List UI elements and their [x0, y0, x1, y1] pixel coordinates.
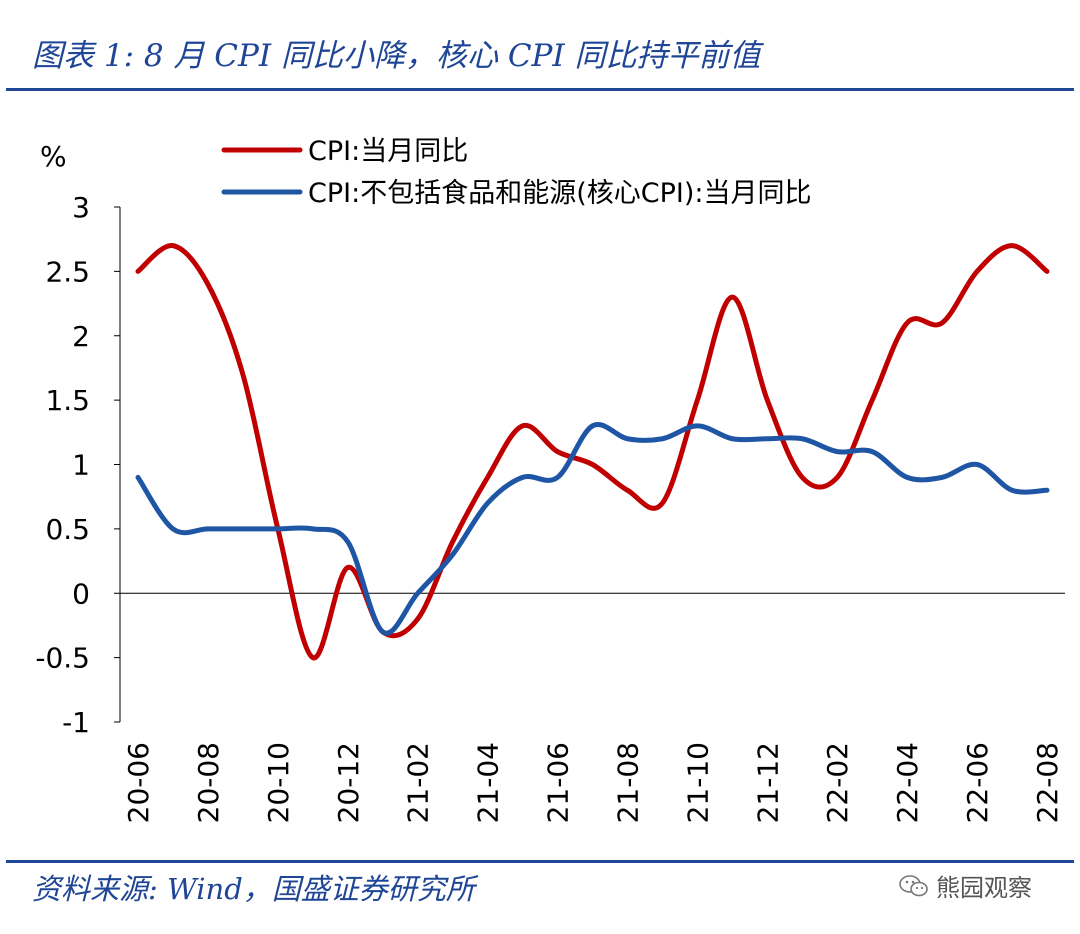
- core-cpi-yoy-line: [135, 422, 1050, 636]
- y-tick-label: 1.5: [45, 384, 90, 417]
- y-tick-label: -1: [62, 706, 90, 739]
- y-tick-label: 0.5: [45, 513, 90, 546]
- x-tick-label: 20-10: [262, 742, 295, 823]
- x-tick-label: 21-06: [542, 742, 575, 823]
- x-tick-label: 22-04: [891, 742, 924, 823]
- x-tick-label: 21-10: [681, 742, 714, 823]
- legend-label: CPI:当月同比: [308, 136, 468, 167]
- legend-entry-core-cpi: CPI:不包括食品和能源(核心CPI):当月同比: [221, 178, 811, 209]
- legend-entry-cpi: CPI:当月同比: [221, 136, 468, 167]
- x-tick-label: 22-08: [1031, 742, 1064, 823]
- x-tick-label: 20-12: [332, 742, 365, 823]
- x-tick-label: 20-08: [192, 742, 225, 823]
- source-note: 资料来源: Wind，国盛证券研究所: [32, 872, 475, 906]
- x-tick-label: 22-06: [961, 742, 994, 823]
- x-tick-label: 22-02: [821, 742, 854, 823]
- wechat-icon: [899, 874, 928, 896]
- y-tick-label: -0.5: [35, 642, 90, 675]
- y-tick-label: 1: [72, 449, 90, 482]
- x-tick-label: 20-06: [122, 742, 155, 823]
- x-tick-label: 21-12: [751, 742, 784, 823]
- watermark: 熊园观察: [898, 868, 1032, 903]
- cpi-yoy-line: [135, 243, 1050, 661]
- y-tick-label: 0: [72, 577, 90, 610]
- y-tick-label: 3: [72, 191, 90, 224]
- x-tick-label: 21-04: [472, 742, 505, 823]
- y-ticks: -1 -0.5 0 0.5 1 1.5 2 2.5 3: [35, 191, 120, 739]
- series-lines: [135, 243, 1050, 661]
- x-tick-label: 21-02: [402, 742, 435, 823]
- source-divider: [6, 860, 1074, 863]
- x-ticks: 20-06 20-08 20-10 20-12 21-02 21-04 21-06 21-08…: [122, 742, 1064, 823]
- line-chart: % -1-0.500.511.522.53 20-06 20-08 20-10 20-…: [35, 136, 1065, 823]
- figure-title: 图表 1: 8 月 CPI 同比小降，核心 CPI 同比持平前值: [32, 38, 761, 74]
- x-tick-label: 21-08: [611, 742, 644, 823]
- y-tick-label: 2: [72, 320, 90, 353]
- watermark-label: 熊园观察: [936, 874, 1032, 902]
- y-axis-unit-label: %: [40, 140, 67, 173]
- legend-label: CPI:不包括食品和能源(核心CPI):当月同比: [308, 178, 811, 209]
- legend: CPI:当月同比 CPI:不包括食品和能源(核心CPI):当月同比: [221, 136, 811, 209]
- title-divider: [6, 88, 1074, 91]
- y-tick-label: 2.5: [45, 255, 90, 288]
